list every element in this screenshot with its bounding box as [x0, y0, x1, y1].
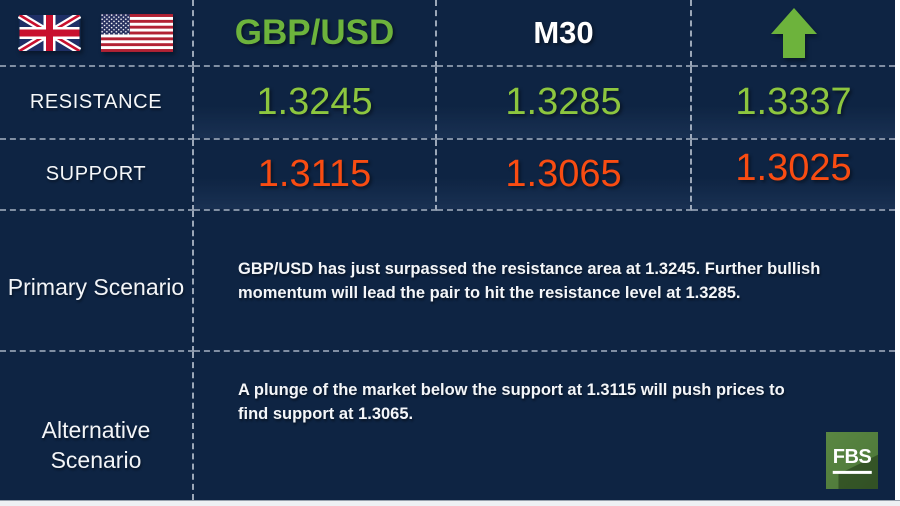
resistance-value-3: 1.3337: [735, 81, 852, 123]
timeframe-label: M30: [533, 14, 594, 50]
trend-cell: [692, 0, 895, 67]
fbs-logo-text: FBS: [832, 445, 872, 474]
alternative-scenario-label-cell: Alternative Scenario: [0, 352, 194, 500]
flags-cell: [0, 0, 194, 67]
uk-flag-icon: [18, 14, 81, 51]
primary-scenario-text: GBP/USD has just surpassed the resistanc…: [238, 259, 821, 302]
primary-scenario-text-cell: GBP/USD has just surpassed the resistanc…: [194, 211, 895, 352]
support-value-cell-1: 1.3115: [194, 140, 437, 211]
primary-scenario-label: Primary Scenario: [7, 274, 185, 301]
right-edge-strip: [895, 0, 900, 506]
bottom-edge-strip: [0, 500, 900, 506]
arrow-up-icon: [770, 7, 817, 58]
pair-title: GBP/USD: [234, 12, 395, 52]
alternative-scenario-text: A plunge of the market below the support…: [238, 381, 785, 423]
fbs-logo: FBS: [826, 432, 878, 489]
support-label-cell: SUPPORT: [0, 140, 194, 211]
resistance-value-cell-3: 1.3337: [692, 67, 895, 140]
support-label: SUPPORT: [45, 163, 147, 185]
support-value-cell-2: 1.3065: [437, 140, 692, 211]
timeframe-cell: M30: [437, 0, 692, 67]
primary-scenario-label-cell: Primary Scenario: [0, 211, 194, 352]
us-flag-icon: [101, 13, 173, 52]
resistance-value-1: 1.3245: [256, 81, 373, 123]
support-value-1: 1.3115: [257, 153, 372, 195]
alternative-scenario-text-cell: A plunge of the market below the support…: [194, 352, 895, 500]
resistance-label: RESISTANCE: [29, 91, 163, 113]
resistance-value-cell-1: 1.3245: [194, 67, 437, 140]
resistance-value-cell-2: 1.3285: [437, 67, 692, 140]
resistance-label-cell: RESISTANCE: [0, 67, 194, 140]
support-value-2: 1.3065: [505, 153, 622, 195]
support-value-cell-3: 1.3025: [692, 140, 895, 211]
pair-cell: GBP/USD: [194, 0, 437, 67]
support-value-3: 1.3025: [735, 147, 852, 189]
alternative-scenario-label: Alternative Scenario: [41, 416, 151, 473]
resistance-value-2: 1.3285: [505, 81, 622, 123]
